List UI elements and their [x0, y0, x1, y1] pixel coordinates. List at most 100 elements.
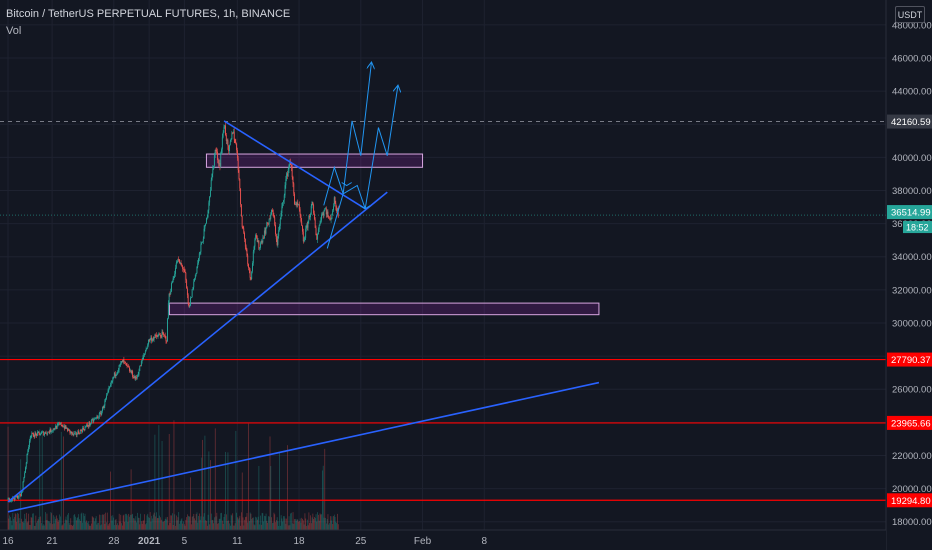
- candle-body: [52, 428, 54, 431]
- candle-body: [144, 353, 145, 356]
- candle-body: [41, 432, 43, 433]
- candle-body: [89, 422, 91, 425]
- candle-body: [252, 263, 253, 272]
- volume-bar: [156, 512, 157, 530]
- candle-body: [332, 210, 334, 214]
- volume-bar: [211, 520, 213, 530]
- candle-body: [67, 429, 69, 431]
- candle-body: [261, 241, 263, 243]
- volume-bar: [48, 521, 50, 530]
- volume-bar: [194, 518, 195, 530]
- volume-bar: [169, 522, 171, 530]
- candle-body: [231, 132, 233, 139]
- projection-arrows[interactable]: [323, 63, 398, 249]
- candle-body: [327, 211, 329, 217]
- candle-body: [290, 164, 292, 168]
- volume-bar: [325, 517, 326, 530]
- candle-body: [221, 149, 222, 155]
- candle-body: [259, 247, 261, 249]
- candle-body: [17, 495, 18, 499]
- volume-bar: [187, 515, 189, 530]
- candle-body: [135, 377, 137, 379]
- volume-bar: [51, 513, 53, 530]
- price-axis[interactable]: 18000.0020000.0022000.0024000.0026000.00…: [885, 0, 932, 550]
- trendlines[interactable]: [7, 120, 600, 513]
- volume-bar: [288, 516, 290, 530]
- volume-bar: [80, 513, 82, 530]
- candle-body: [257, 240, 259, 242]
- volume-bar: [248, 423, 249, 530]
- volume-bar: [236, 512, 238, 530]
- volume-bar: [125, 513, 127, 530]
- candle-body: [72, 432, 74, 435]
- trendline[interactable]: [223, 120, 366, 210]
- candle-body: [86, 424, 88, 427]
- price-tick-label: 20000.00: [892, 484, 932, 495]
- grid: [0, 0, 886, 530]
- dashed-level-badge-bg: [887, 114, 932, 129]
- volume-bar: [96, 524, 98, 530]
- trendline[interactable]: [7, 191, 388, 503]
- resistance-zone[interactable]: [205, 153, 424, 168]
- candle-body: [140, 361, 142, 367]
- volume-bar: [318, 520, 320, 530]
- candle-body: [275, 234, 277, 240]
- resistance-zone[interactable]: [168, 302, 600, 316]
- candle-body: [209, 190, 211, 197]
- candle-body: [79, 430, 81, 434]
- volume-bar: [306, 519, 308, 530]
- volume-bar: [225, 451, 226, 530]
- candle-body: [287, 169, 289, 177]
- candle-body: [108, 388, 110, 391]
- currency-button[interactable]: USDT: [895, 6, 925, 23]
- volume-bar: [272, 523, 273, 530]
- candle-body: [114, 372, 116, 377]
- candle-body: [272, 210, 274, 216]
- volume-bar: [176, 520, 178, 530]
- candle-body: [182, 268, 184, 270]
- projection-path[interactable]: [323, 63, 372, 206]
- volume-bar: [155, 516, 157, 530]
- volume-bar: [323, 517, 325, 530]
- candle-body: [328, 216, 330, 218]
- time-axis[interactable]: 16 21 28 2021 5 11 18 25 Feb 8: [0, 529, 886, 550]
- trendline[interactable]: [7, 381, 600, 513]
- volume-bar: [197, 522, 199, 530]
- candle-body: [188, 303, 190, 307]
- candle-body: [285, 179, 287, 186]
- candle-body: [57, 424, 59, 425]
- volume-bar: [274, 514, 276, 530]
- candle-body: [136, 377, 138, 378]
- candle-body: [157, 335, 159, 337]
- volume-bar: [40, 516, 41, 530]
- candle-body: [113, 376, 115, 379]
- candle-body: [152, 338, 153, 342]
- volume-bar: [24, 513, 26, 530]
- candle-body: [269, 218, 271, 220]
- volume-bar: [119, 521, 121, 530]
- volume-bar: [233, 525, 235, 530]
- volume-bar: [102, 514, 104, 530]
- resistance-zones[interactable]: [168, 153, 600, 316]
- volume-bar: [277, 521, 279, 530]
- volume-bar: [124, 521, 126, 530]
- volume-bar: [199, 519, 201, 530]
- candle-body: [249, 270, 251, 278]
- candle-body: [236, 150, 238, 159]
- candle-body: [28, 440, 30, 448]
- candle-body: [77, 431, 79, 435]
- volume-bar: [95, 518, 96, 530]
- volume-bar: [296, 519, 298, 530]
- candle-body: [298, 204, 300, 210]
- horizontal-levels[interactable]: [0, 121, 886, 501]
- candle-body: [313, 204, 315, 214]
- candle-body: [175, 267, 176, 274]
- candle-body: [329, 217, 330, 219]
- candle-body: [282, 200, 284, 203]
- volume-bar: [207, 514, 209, 530]
- candle-body: [142, 356, 144, 360]
- candle-body: [265, 228, 267, 234]
- volume-bar: [208, 451, 210, 530]
- volume-bar: [47, 520, 49, 530]
